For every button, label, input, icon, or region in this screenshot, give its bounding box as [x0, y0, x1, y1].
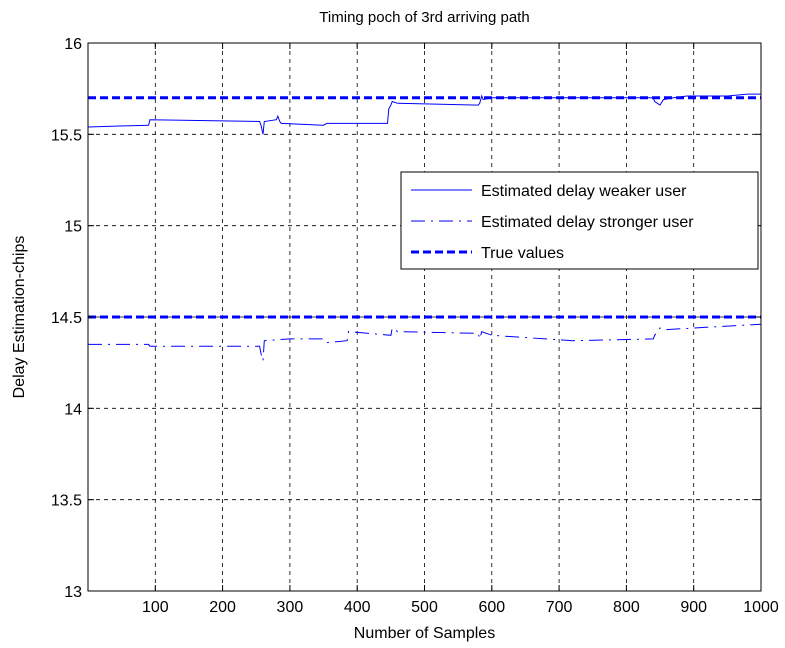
x-tick-label: 700	[546, 599, 573, 616]
x-tick-label: 500	[411, 599, 438, 616]
series-layer	[87, 93, 762, 361]
y-tick-label: 13	[64, 584, 82, 601]
x-axis-label: Number of Samples	[354, 625, 495, 642]
y-tick-label: 15	[64, 219, 82, 236]
chart-title: Timing poch of 3rd arriving path	[319, 9, 529, 26]
x-tick-label: 900	[680, 599, 707, 616]
legend-label-weaker: Estimated delay weaker user	[481, 183, 687, 200]
x-tick-label: 100	[142, 599, 169, 616]
legend-label-true: True values	[481, 245, 564, 262]
x-tick-label: 300	[277, 599, 304, 616]
x-tick-label: 800	[613, 599, 640, 616]
legend: Estimated delay weaker user Estimated de…	[400, 171, 759, 270]
y-tick-label: 16	[64, 36, 82, 53]
series-line-0	[87, 93, 761, 135]
y-tick-label: 15.5	[51, 127, 82, 144]
ticks: 100 200 300 400 500 600 700 800 900 1000 13 13.5 14 1…	[51, 36, 779, 616]
x-tick-label: 400	[344, 599, 371, 616]
x-tick-label: 600	[478, 599, 505, 616]
x-tick-label: 200	[209, 599, 236, 616]
y-tick-label: 14	[64, 401, 82, 418]
legend-label-stronger: Estimated delay stronger user	[481, 214, 694, 231]
y-axis-label: Delay Estimation-chips	[11, 236, 28, 399]
x-tick-label: 1000	[743, 599, 779, 616]
y-tick-label: 13.5	[51, 493, 82, 510]
y-tick-label: 14.5	[51, 310, 82, 327]
